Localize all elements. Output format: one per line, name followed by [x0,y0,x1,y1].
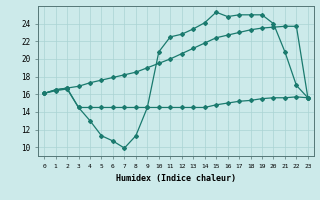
X-axis label: Humidex (Indice chaleur): Humidex (Indice chaleur) [116,174,236,183]
